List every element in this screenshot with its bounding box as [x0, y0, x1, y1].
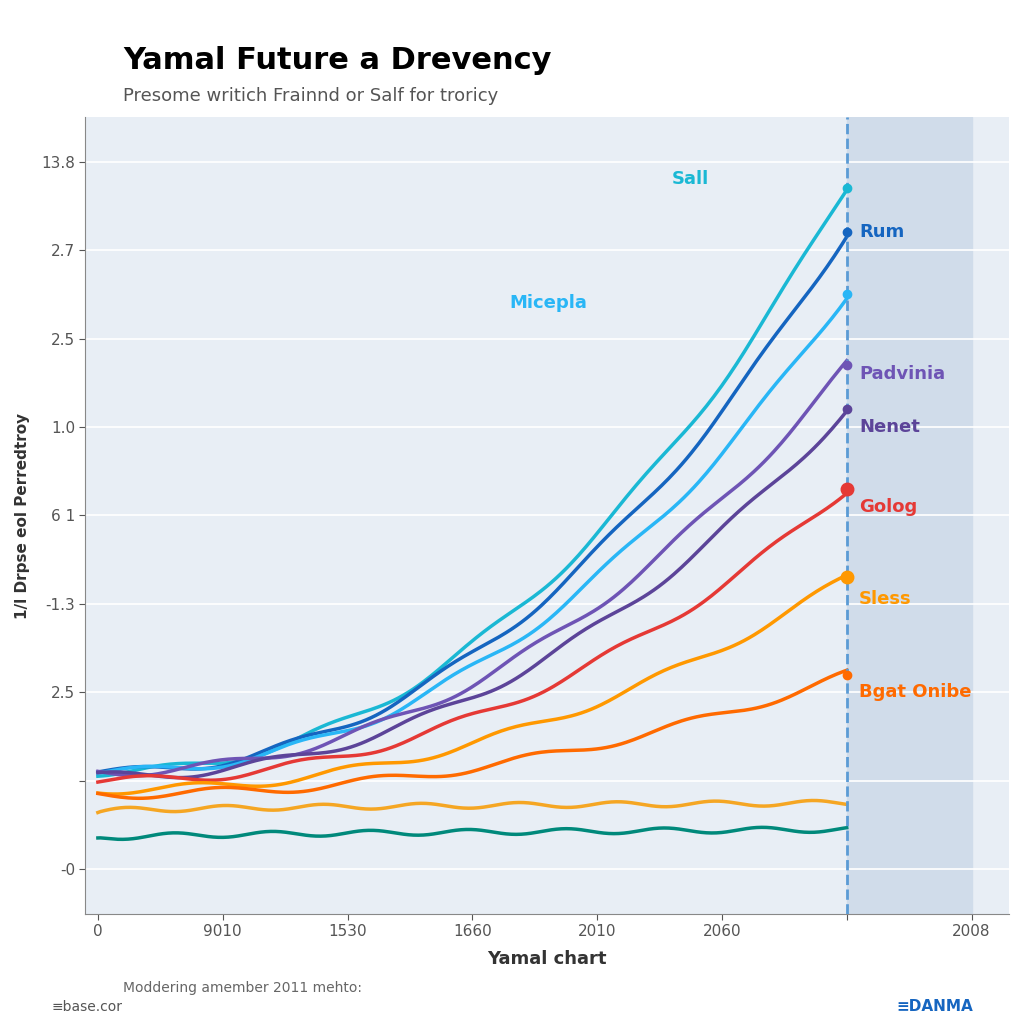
Text: Sall: Sall: [672, 170, 710, 188]
Text: Presome writich Frainnd or Salf for troricy: Presome writich Frainnd or Salf for tror…: [123, 87, 498, 105]
Text: Yamal Future a Drevency: Yamal Future a Drevency: [123, 46, 551, 75]
Text: ≡DANMA: ≡DANMA: [896, 998, 973, 1014]
Text: Golog: Golog: [859, 498, 918, 516]
Text: Nenet: Nenet: [859, 418, 921, 436]
Y-axis label: 1/l Drpse eol Perredtroy: 1/l Drpse eol Perredtroy: [15, 413, 30, 618]
X-axis label: Yamal chart: Yamal chart: [487, 950, 607, 968]
Bar: [847, 118, 972, 913]
Text: Padvinia: Padvinia: [859, 365, 945, 383]
Text: Rum: Rum: [859, 223, 904, 242]
Text: Sless: Sless: [859, 591, 911, 608]
Text: Micepla: Micepla: [510, 294, 588, 312]
Text: Moddering amember 2011 mehto:: Moddering amember 2011 mehto:: [123, 981, 361, 995]
Text: ≡base.cor: ≡base.cor: [51, 999, 122, 1014]
Text: Bgat Onibe: Bgat Onibe: [859, 683, 972, 701]
